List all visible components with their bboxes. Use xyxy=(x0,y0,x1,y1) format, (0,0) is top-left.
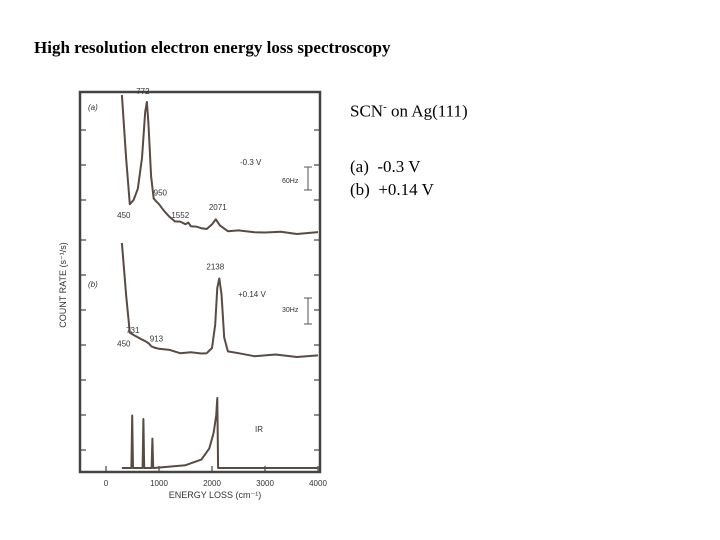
condition-b-text: +0.14 V xyxy=(378,179,434,199)
peak-label: 2138 xyxy=(206,263,224,272)
peak-label: 731 xyxy=(126,326,140,335)
x-tick-label: 4000 xyxy=(309,479,327,488)
y-axis-label: COUNT RATE (s⁻¹/s) xyxy=(58,242,68,327)
panel-label: (a) xyxy=(88,103,98,112)
peak-label: 1552 xyxy=(171,211,189,220)
slide-title: High resolution electron energy loss spe… xyxy=(34,38,391,57)
spectrum-line-3 xyxy=(121,397,318,469)
spectrum-line-1 xyxy=(120,94,319,235)
spectrum-line-2 xyxy=(120,242,319,358)
condition-b: (b) +0.14 V xyxy=(350,178,468,201)
axis-ticks xyxy=(80,129,320,472)
peak-label: 2071 xyxy=(209,203,227,212)
x-tick-label: 2000 xyxy=(203,479,221,488)
condition-a: (a) -0.3 V xyxy=(350,155,468,178)
plot-frame xyxy=(78,90,322,474)
peak-label: 913 xyxy=(150,335,164,344)
x-axis-label: ENERGY LOSS (cm⁻¹) xyxy=(169,490,262,500)
x-tick-labels: 0 1000 2000 3000 4000 xyxy=(104,479,328,488)
species-suffix: on Ag(111) xyxy=(386,101,468,121)
species-charge: - xyxy=(383,101,387,113)
scale-label: 60Hz xyxy=(282,178,299,185)
x-tick-label: 1000 xyxy=(150,479,168,488)
species-formula: SCN xyxy=(350,101,384,121)
scale-label: 30Hz xyxy=(282,307,299,314)
peak-label: 450 xyxy=(117,340,131,349)
species-label: SCN- on Ag(111) xyxy=(350,96,468,123)
peak-label: 772 xyxy=(136,87,150,96)
panel-label: (b) xyxy=(88,280,98,289)
x-tick-label: 3000 xyxy=(256,479,274,488)
spectrum-traces xyxy=(120,94,319,469)
trace-label: IR xyxy=(255,425,263,434)
trace-label: +0.14 V xyxy=(238,290,266,299)
condition-b-tag: (b) xyxy=(350,179,370,199)
spectrum-notes: SCN- on Ag(111) (a) -0.3 V (b) +0.14 V xyxy=(350,96,468,201)
condition-a-tag: (a) xyxy=(350,156,369,176)
x-tick-label: 0 xyxy=(104,479,109,488)
condition-a-text: -0.3 V xyxy=(377,156,421,176)
peak-label: 450 xyxy=(117,211,131,220)
trace-label: -0.3 V xyxy=(240,158,262,167)
peak-label: 950 xyxy=(154,188,168,197)
spectrum-annotations: (a) -0.3 V 60Hz 450 772 950 1552 2071 (b) +0.14 V… xyxy=(88,87,312,434)
